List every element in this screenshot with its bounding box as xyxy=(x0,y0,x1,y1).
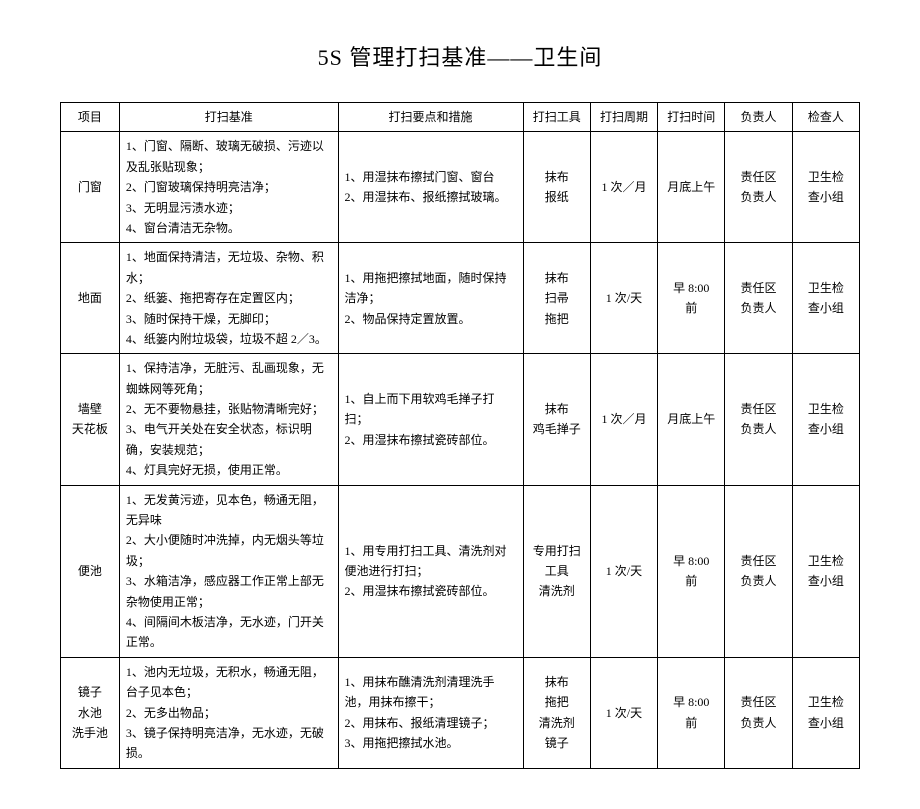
cell-checker: 卫生检查小组 xyxy=(792,485,859,657)
header-tools: 打扫工具 xyxy=(523,103,590,132)
header-standard: 打扫基准 xyxy=(119,103,338,132)
header-owner: 负责人 xyxy=(725,103,792,132)
cell-item: 便池 xyxy=(61,485,120,657)
header-time: 打扫时间 xyxy=(658,103,725,132)
cell-cycle: 1 次/天 xyxy=(590,243,657,354)
cell-standard: 1、无发黄污迹，见本色，畅通无阻，无异味2、大小便随时冲洗掉，内无烟头等垃圾；3… xyxy=(119,485,338,657)
cell-time: 早 8:00前 xyxy=(658,243,725,354)
cell-cycle: 1 次／月 xyxy=(590,354,657,485)
header-row: 项目 打扫基准 打扫要点和措施 打扫工具 打扫周期 打扫时间 负责人 检查人 xyxy=(61,103,860,132)
page-title: 5S 管理打扫基准——卫生间 xyxy=(60,40,860,72)
header-cycle: 打扫周期 xyxy=(590,103,657,132)
cell-checker: 卫生检查小组 xyxy=(792,354,859,485)
measures-line: 1、用专用打扫工具、清洗剂对便池进行打扫； xyxy=(345,541,517,582)
cell-cycle: 1 次/天 xyxy=(590,485,657,657)
standard-line: 3、随时保持干燥，无脚印； xyxy=(126,309,332,329)
cell-standard: 1、地面保持清洁，无垃圾、杂物、积水；2、纸篓、拖把寄存在定置区内；3、随时保持… xyxy=(119,243,338,354)
standard-line: 1、地面保持清洁，无垃圾、杂物、积水； xyxy=(126,247,332,288)
cell-owner: 责任区负责人 xyxy=(725,485,792,657)
measures-line: 1、用湿抹布擦拭门窗、窗台 xyxy=(345,167,517,187)
cell-standard: 1、门窗、隔断、玻璃无破损、污迹以及乱张贴现象；2、门窗玻璃保持明亮洁净；3、无… xyxy=(119,132,338,243)
measures-line: 2、用湿抹布、报纸擦拭玻璃。 xyxy=(345,187,517,207)
cell-measures: 1、用湿抹布擦拭门窗、窗台2、用湿抹布、报纸擦拭玻璃。 xyxy=(338,132,523,243)
standard-line: 1、无发黄污迹，见本色，畅通无阻，无异味 xyxy=(126,490,332,531)
cell-time: 早 8:00前 xyxy=(658,485,725,657)
cell-tools: 抹布拖把清洗剂镜子 xyxy=(523,657,590,768)
measures-line: 1、用抹布醮清洗剂清理洗手池，用抹布擦干； xyxy=(345,672,517,713)
cell-item: 地面 xyxy=(61,243,120,354)
table-row: 便池1、无发黄污迹，见本色，畅通无阻，无异味2、大小便随时冲洗掉，内无烟头等垃圾… xyxy=(61,485,860,657)
measures-line: 1、用拖把擦拭地面，随时保持洁净； xyxy=(345,268,517,309)
cell-measures: 1、用专用打扫工具、清洗剂对便池进行打扫；2、用湿抹布擦拭瓷砖部位。 xyxy=(338,485,523,657)
table-row: 门窗1、门窗、隔断、玻璃无破损、污迹以及乱张贴现象；2、门窗玻璃保持明亮洁净；3… xyxy=(61,132,860,243)
cell-time: 月底上午 xyxy=(658,132,725,243)
cell-time: 月底上午 xyxy=(658,354,725,485)
cell-measures: 1、自上而下用软鸡毛掸子打扫；2、用湿抹布擦拭瓷砖部位。 xyxy=(338,354,523,485)
measures-line: 1、自上而下用软鸡毛掸子打扫； xyxy=(345,389,517,430)
measures-line: 3、用拖把擦拭水池。 xyxy=(345,733,517,753)
cell-tools: 抹布扫帚拖把 xyxy=(523,243,590,354)
cell-checker: 卫生检查小组 xyxy=(792,243,859,354)
cell-cycle: 1 次/天 xyxy=(590,657,657,768)
cell-owner: 责任区负责人 xyxy=(725,657,792,768)
standard-line: 3、水箱洁净，感应器工作正常上部无杂物使用正常； xyxy=(126,571,332,612)
measures-line: 2、用抹布、报纸清理镜子； xyxy=(345,713,517,733)
cell-measures: 1、用抹布醮清洗剂清理洗手池，用抹布擦干；2、用抹布、报纸清理镜子；3、用拖把擦… xyxy=(338,657,523,768)
cell-item: 门窗 xyxy=(61,132,120,243)
cell-time: 早 8:00前 xyxy=(658,657,725,768)
standard-line: 2、纸篓、拖把寄存在定置区内； xyxy=(126,288,332,308)
cell-standard: 1、池内无垃圾，无积水，畅通无阻，台子见本色；2、无多出物品；3、镜子保持明亮洁… xyxy=(119,657,338,768)
standards-table: 项目 打扫基准 打扫要点和措施 打扫工具 打扫周期 打扫时间 负责人 检查人 门… xyxy=(60,102,860,769)
standard-line: 4、窗台清洁无杂物。 xyxy=(126,218,332,238)
cell-owner: 责任区负责人 xyxy=(725,243,792,354)
standard-line: 3、无明显污渍水迹； xyxy=(126,198,332,218)
cell-item: 镜子水池洗手池 xyxy=(61,657,120,768)
standard-line: 2、门窗玻璃保持明亮洁净； xyxy=(126,177,332,197)
standard-line: 1、池内无垃圾，无积水，畅通无阻，台子见本色； xyxy=(126,662,332,703)
standard-line: 2、无不要物悬挂，张贴物清晰完好； xyxy=(126,399,332,419)
measures-line: 2、物品保持定置放置。 xyxy=(345,309,517,329)
standard-line: 4、灯具完好无损，使用正常。 xyxy=(126,460,332,480)
standard-line: 2、无多出物品； xyxy=(126,703,332,723)
standard-line: 4、纸篓内附垃圾袋，垃圾不超 2／3。 xyxy=(126,329,332,349)
measures-line: 2、用湿抹布擦拭瓷砖部位。 xyxy=(345,581,517,601)
header-measures: 打扫要点和措施 xyxy=(338,103,523,132)
cell-cycle: 1 次／月 xyxy=(590,132,657,243)
cell-tools: 专用打扫工具清洗剂 xyxy=(523,485,590,657)
cell-tools: 抹布鸡毛掸子 xyxy=(523,354,590,485)
standard-line: 3、电气开关处在安全状态，标识明确，安装规范； xyxy=(126,419,332,460)
header-checker: 检查人 xyxy=(792,103,859,132)
standard-line: 1、门窗、隔断、玻璃无破损、污迹以及乱张贴现象； xyxy=(126,136,332,177)
cell-item: 墙壁天花板 xyxy=(61,354,120,485)
table-row: 镜子水池洗手池1、池内无垃圾，无积水，畅通无阻，台子见本色；2、无多出物品；3、… xyxy=(61,657,860,768)
table-row: 地面1、地面保持清洁，无垃圾、杂物、积水；2、纸篓、拖把寄存在定置区内；3、随时… xyxy=(61,243,860,354)
table-row: 墙壁天花板1、保持洁净，无脏污、乱画现象，无蜘蛛网等死角；2、无不要物悬挂，张贴… xyxy=(61,354,860,485)
cell-checker: 卫生检查小组 xyxy=(792,132,859,243)
standard-line: 3、镜子保持明亮洁净，无水迹，无破损。 xyxy=(126,723,332,764)
standard-line: 1、保持洁净，无脏污、乱画现象，无蜘蛛网等死角； xyxy=(126,358,332,399)
cell-owner: 责任区负责人 xyxy=(725,354,792,485)
cell-checker: 卫生检查小组 xyxy=(792,657,859,768)
cell-measures: 1、用拖把擦拭地面，随时保持洁净；2、物品保持定置放置。 xyxy=(338,243,523,354)
cell-standard: 1、保持洁净，无脏污、乱画现象，无蜘蛛网等死角；2、无不要物悬挂，张贴物清晰完好… xyxy=(119,354,338,485)
measures-line: 2、用湿抹布擦拭瓷砖部位。 xyxy=(345,430,517,450)
header-item: 项目 xyxy=(61,103,120,132)
cell-owner: 责任区负责人 xyxy=(725,132,792,243)
cell-tools: 抹布报纸 xyxy=(523,132,590,243)
standard-line: 4、间隔间木板洁净，无水迹，门开关正常。 xyxy=(126,612,332,653)
standard-line: 2、大小便随时冲洗掉，内无烟头等垃圾； xyxy=(126,530,332,571)
